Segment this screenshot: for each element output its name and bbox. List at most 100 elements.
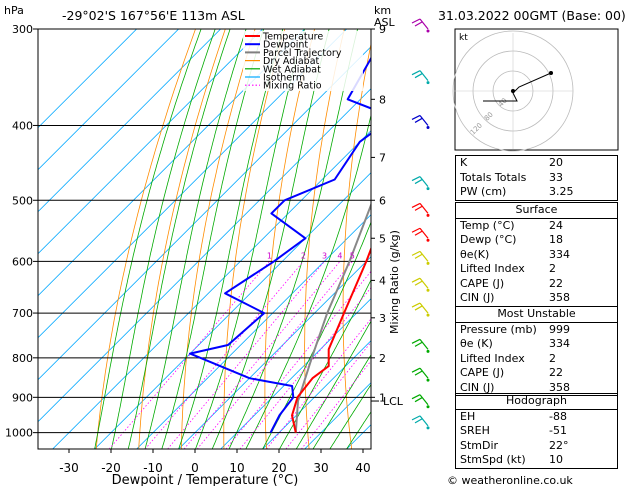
wind-barb-dot: [426, 81, 430, 85]
wind-barb-staff: [419, 367, 429, 379]
wind-barb-flag: [411, 415, 421, 421]
mixing-ratio-label: 5: [350, 251, 355, 260]
dry-adiabat-line: [138, 29, 226, 449]
row-label: θe (K): [460, 337, 493, 350]
wind-barb-staff: [419, 277, 429, 289]
row-value: 10: [549, 453, 563, 466]
table-row: CIN (J) 358: [456, 381, 617, 396]
wind-barb: [411, 176, 430, 191]
dewpoint-line: [189, 56, 371, 434]
row-label: CAPE (J): [460, 366, 505, 379]
row-value: 2: [549, 262, 556, 275]
mixing-ratio-label: 8: [377, 251, 382, 260]
wind-barb-staff: [419, 251, 429, 262]
dry-adiabat-line: [223, 29, 286, 449]
wind-barb-staff: [419, 176, 429, 187]
wind-barb-flag: [414, 117, 423, 123]
km-label: 5: [379, 232, 386, 245]
km-label: 8: [379, 93, 386, 106]
pressure-label: 300: [12, 23, 33, 36]
pressure-label: 600: [12, 255, 33, 268]
wind-barb-flag: [411, 338, 421, 344]
x-tick-label: -10: [143, 461, 163, 475]
table-row: StmDir 22°: [456, 439, 617, 454]
km-label: 4: [379, 274, 386, 287]
wet-adiabat-line: [245, 113, 371, 449]
km-unit: km: [374, 4, 391, 17]
km-label: 9: [379, 23, 386, 36]
wind-barb-staff: [419, 18, 429, 30]
wet-adiabat-line: [329, 383, 371, 449]
x-axis-label: Dewpoint / Temperature (°C): [112, 473, 299, 486]
wind-barb-flag: [411, 394, 421, 400]
row-label: Dewp (°C): [460, 233, 517, 246]
mixing-ratio-line: [167, 261, 325, 449]
isotherm-line: [38, 29, 347, 339]
mixing-ratio-line: [144, 261, 304, 449]
wind-barb: [411, 18, 430, 33]
dry-adiabat-line: [95, 29, 196, 449]
asl-unit: ASL: [374, 16, 396, 29]
plot-frame: [37, 28, 372, 450]
hpa-unit: hPa: [4, 4, 24, 17]
legend-label: Mixing Ratio: [263, 81, 322, 92]
isotherm-line: [52, 130, 371, 449]
wind-barb-dot: [426, 238, 430, 242]
legend-label: Parcel Trajectory: [263, 48, 342, 59]
row-value: 999: [549, 322, 570, 336]
table-row: θe (K) 334: [456, 337, 617, 352]
hodograph-table-title: Hodograph: [506, 394, 567, 407]
hodograph-ring-label: 40: [497, 97, 509, 109]
wind-barb: [411, 227, 430, 242]
mixing-ratio-axis-label: Mixing Ratio (g/kg): [388, 230, 401, 334]
row-value: 22: [549, 366, 563, 379]
isotherm-line: [262, 340, 371, 449]
x-tick-label: 40: [355, 461, 370, 475]
table-row: PW (cm) 3.25: [456, 185, 617, 200]
table-row: K 20: [456, 156, 617, 171]
row-label: StmDir: [460, 438, 499, 452]
x-tick-labels: -30 -20 -10 0 10 20 30 40: [59, 449, 371, 475]
legend-label: Dewpoint: [263, 40, 308, 51]
pressure-label: 800: [12, 352, 33, 365]
legend-label: Temperature: [262, 32, 323, 43]
location-title: -29°02'S 167°56'E 113m ASL: [62, 8, 245, 23]
wind-barb-flag: [414, 305, 423, 311]
most-unstable-title: Most Unstable: [497, 307, 576, 320]
row-label: PW (cm): [460, 185, 507, 198]
hodograph-frame: [454, 28, 619, 151]
isotherm-line: [38, 29, 179, 171]
row-value: 20: [549, 156, 563, 169]
wind-barb-dot: [426, 378, 430, 382]
row-label: Totals Totals: [460, 170, 527, 184]
row-label: Pressure (mb): [460, 322, 537, 336]
wind-barb-staff: [419, 115, 429, 126]
isotherm-line: [136, 214, 371, 449]
table-row: Pressure (mb) 999: [456, 321, 617, 338]
wind-barb-flag: [414, 230, 423, 236]
wind-barb: [411, 70, 430, 85]
mixing-ratio-label: 2: [301, 251, 306, 260]
x-tick-label: 0: [191, 461, 199, 475]
wind-barb-flag: [414, 397, 423, 403]
wind-barb-flag: [411, 277, 421, 283]
isotherm-line: [38, 46, 371, 381]
mixing-ratio-label: 25: [445, 251, 455, 260]
table-row: Temp (°C) 24: [456, 217, 617, 234]
wind-barb-flag: [411, 367, 421, 373]
wind-barb: [411, 277, 430, 292]
wind-barb-flag: [414, 418, 423, 424]
row-label: θe(K): [460, 247, 490, 261]
isotherm-line: [38, 29, 137, 129]
wind-barb-flag: [414, 280, 423, 286]
wind-barb-staff: [419, 70, 429, 82]
mixing-ratio-label: 4: [337, 251, 342, 260]
table-row: Lifted Index 2: [456, 262, 617, 277]
mixing-ratio-label: 20: [430, 251, 440, 260]
wind-barb: [411, 202, 430, 217]
skew-t-grid: [38, 29, 371, 449]
wind-barb-flag: [411, 250, 421, 256]
row-label: Temp (°C): [460, 218, 515, 232]
row-value: 3.25: [549, 185, 574, 198]
